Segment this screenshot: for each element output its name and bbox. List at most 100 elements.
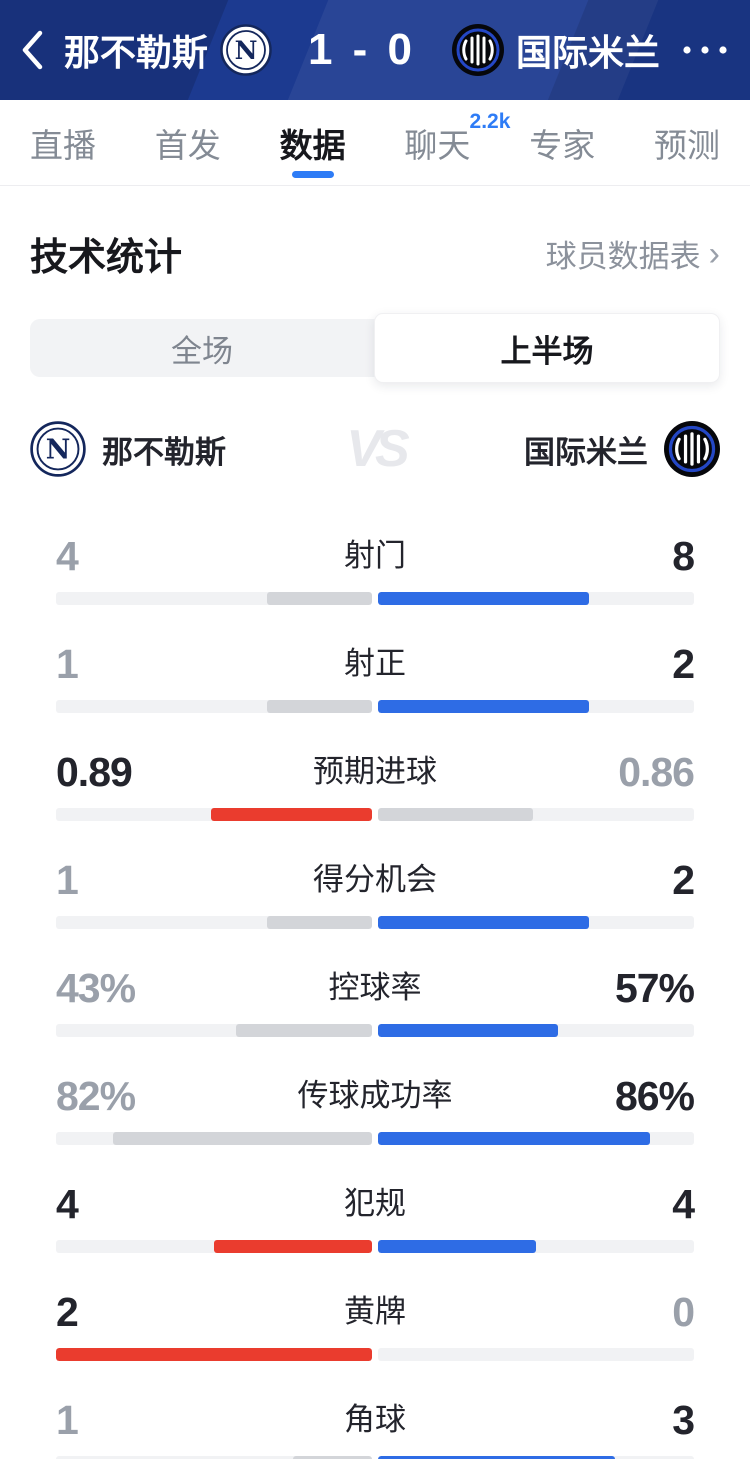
away-stat-value: 2 <box>672 641 695 687</box>
stat-row: 43% 控球率 57% <box>0 955 750 1063</box>
tab-chat[interactable]: 聊天 2.2k <box>404 100 510 185</box>
home-stat-value: 43% <box>56 965 136 1011</box>
tab-data[interactable]: 数据 <box>280 100 346 185</box>
away-bar-track <box>378 1240 694 1253</box>
match-header: 那不勒斯 N 1 - 0 国际米兰 <box>0 0 750 100</box>
home-bar-track <box>56 916 372 929</box>
stat-row: 0.89 预期进球 0.86 <box>0 739 750 847</box>
away-bar-track <box>378 700 694 713</box>
home-stat-value: 4 <box>56 533 79 579</box>
period-segmented-control: 全场 上半场 <box>30 313 720 383</box>
home-stat-bar <box>56 1348 372 1361</box>
stat-label: 黄牌 <box>344 1294 406 1329</box>
home-stat-value: 0.89 <box>56 749 133 795</box>
tab-predict[interactable]: 预测 <box>654 100 720 185</box>
stat-label: 犯规 <box>344 1186 406 1221</box>
ellipsis-icon <box>683 46 727 54</box>
away-stat-value: 2 <box>672 857 695 903</box>
away-team-name: 国际米兰 <box>515 32 660 73</box>
away-stat-value: 0 <box>672 1289 695 1335</box>
stat-row: 82% 传球成功率 86% <box>0 1063 750 1171</box>
away-bar-track <box>378 808 694 821</box>
away-stat-value: 0.86 <box>618 749 695 795</box>
section-head: 技术统计 球员数据表 › <box>0 226 750 281</box>
more-button[interactable] <box>660 45 750 55</box>
stat-label: 传球成功率 <box>297 1078 453 1113</box>
away-bar-track <box>378 1132 694 1145</box>
stats-list: 4 射门 8 1 射正 2 0.89 预期进球 0.86 1 得分机会 2 43% 控球率 57% 82% 传球… <box>0 523 750 1459</box>
home-bar-track <box>56 1456 372 1459</box>
stat-row: 2 黄牌 0 <box>0 1279 750 1387</box>
away-stat-value: 4 <box>672 1181 695 1227</box>
stat-row: 1 得分机会 2 <box>0 847 750 955</box>
home-bar-track <box>56 808 372 821</box>
away-bar-track <box>378 1024 694 1037</box>
tab-label: 专家 <box>529 126 596 164</box>
home-stat-value: 82% <box>56 1073 136 1119</box>
home-stat-value: 1 <box>56 641 79 687</box>
home-stat-bar <box>266 700 372 713</box>
home-stat-value: 1 <box>56 1397 79 1443</box>
away-stat-value: 8 <box>672 533 695 579</box>
player-data-table-label: 球员数据表 <box>545 239 701 274</box>
chevron-right-icon: › <box>708 234 720 273</box>
chat-count-badge: 2.2k <box>469 110 511 133</box>
svg-text:N: N <box>235 36 258 65</box>
segment-full-match[interactable]: 全场 <box>171 333 233 369</box>
inter-logo-icon <box>664 421 720 477</box>
away-bar-track <box>378 1348 694 1361</box>
tab-lineup[interactable]: 首发 <box>155 100 221 185</box>
tab-bar: 直播 首发 数据 聊天 2.2k 专家 预测 <box>0 100 750 186</box>
stat-label: 射正 <box>344 646 406 681</box>
away-stat-bar <box>378 700 589 713</box>
home-bar-track <box>56 1132 372 1145</box>
tab-label: 聊天 <box>404 126 471 164</box>
stat-label: 射门 <box>344 538 406 573</box>
home-stat-bar <box>236 1024 372 1037</box>
section-title: 技术统计 <box>30 237 183 279</box>
away-stat-bar <box>378 592 589 605</box>
home-stat-bar <box>112 1132 372 1145</box>
tab-live[interactable]: 直播 <box>30 100 96 185</box>
stat-row: 4 射门 8 <box>0 523 750 631</box>
tab-label: 首发 <box>154 126 221 164</box>
home-bar-track <box>56 1240 372 1253</box>
stat-row: 1 射正 2 <box>0 631 750 739</box>
svg-text:N: N <box>46 435 71 466</box>
home-stat-value: 1 <box>56 857 79 903</box>
napoli-logo-icon: N <box>30 421 86 477</box>
player-data-table-link[interactable]: 球员数据表 › <box>546 231 720 276</box>
stat-row: 1 角球 3 <box>0 1387 750 1459</box>
stat-label: 得分机会 <box>313 862 437 897</box>
tab-label: 数据 <box>279 126 346 164</box>
stat-label: 控球率 <box>328 970 422 1005</box>
home-stat-value: 2 <box>56 1289 79 1335</box>
match-score: 1 - 0 <box>307 25 416 74</box>
home-stat-bar <box>293 1456 372 1459</box>
away-bar-track <box>378 592 694 605</box>
away-stat-value: 86% <box>614 1073 695 1119</box>
stat-row: 4 犯规 4 <box>0 1171 750 1279</box>
home-team-name: 那不勒斯 <box>102 434 226 470</box>
tab-expert[interactable]: 专家 <box>529 100 595 185</box>
away-stat-bar <box>378 1132 650 1145</box>
home-bar-track <box>56 1348 372 1361</box>
away-stat-bar <box>378 808 534 821</box>
tab-label: 直播 <box>30 126 96 164</box>
home-bar-track <box>56 1024 372 1037</box>
stat-label: 角球 <box>344 1402 406 1437</box>
tab-label: 预测 <box>653 126 720 164</box>
away-team-name: 国际米兰 <box>524 434 648 470</box>
back-button[interactable] <box>0 30 64 70</box>
away-stat-bar <box>378 1240 536 1253</box>
away-stat-value: 3 <box>672 1397 695 1443</box>
stat-label: 预期进球 <box>313 754 437 789</box>
away-stat-value: 57% <box>614 965 695 1011</box>
home-stat-bar <box>211 808 372 821</box>
segment-first-half[interactable]: 上半场 <box>374 313 720 383</box>
napoli-logo-icon: N <box>220 24 272 76</box>
away-bar-track <box>378 916 694 929</box>
vs-watermark: VS <box>346 420 409 478</box>
home-stat-value: 4 <box>56 1181 79 1227</box>
home-stat-bar <box>266 916 372 929</box>
